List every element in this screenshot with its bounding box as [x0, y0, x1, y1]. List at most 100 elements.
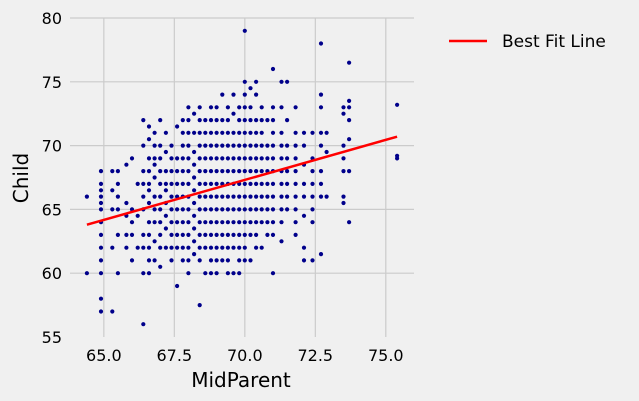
data-point — [293, 232, 298, 237]
data-point — [192, 252, 197, 257]
data-point — [110, 169, 115, 174]
data-point — [146, 137, 152, 142]
data-point — [225, 130, 230, 135]
data-point — [270, 143, 276, 148]
data-point — [146, 271, 152, 276]
plot-area — [70, 18, 414, 337]
data-point — [186, 220, 191, 225]
data-point — [301, 181, 307, 186]
data-point — [270, 130, 276, 135]
data-point — [186, 245, 191, 250]
data-point — [220, 118, 225, 123]
data-point — [242, 28, 247, 33]
data-point — [158, 245, 163, 250]
data-point — [242, 258, 247, 263]
data-point — [231, 245, 236, 250]
data-point — [293, 105, 298, 110]
data-point — [152, 162, 157, 167]
data-point — [242, 245, 247, 250]
data-point — [265, 156, 270, 161]
data-point — [203, 169, 208, 174]
y-tick-label: 80 — [42, 9, 62, 28]
legend: Best Fit Line — [449, 32, 606, 52]
data-point — [175, 283, 180, 289]
data-point — [318, 92, 324, 97]
data-point — [98, 309, 104, 314]
data-point — [231, 92, 236, 97]
data-point — [293, 156, 298, 161]
data-point — [310, 258, 315, 263]
data-point — [197, 169, 202, 174]
data-point — [318, 194, 324, 199]
data-point — [175, 207, 180, 212]
data-point — [285, 79, 290, 84]
data-point — [318, 169, 324, 174]
data-point — [163, 181, 168, 186]
data-point — [248, 258, 253, 263]
data-point — [163, 130, 168, 135]
data-point — [254, 92, 259, 97]
data-point — [152, 130, 157, 135]
data-point — [146, 169, 152, 174]
data-point — [163, 149, 168, 155]
data-point — [225, 169, 230, 174]
data-point — [98, 271, 104, 276]
data-point — [220, 194, 225, 199]
data-point — [237, 220, 242, 225]
data-point — [208, 156, 214, 161]
data-point — [197, 303, 202, 308]
data-point — [225, 207, 230, 212]
data-point — [124, 162, 129, 167]
y-tick-label: 70 — [42, 137, 62, 156]
data-point — [186, 105, 191, 110]
data-point — [248, 207, 253, 212]
data-point — [242, 130, 247, 135]
data-point — [180, 258, 185, 263]
data-point — [110, 207, 115, 212]
y-tick-labels: 55 60 65 70 75 80 — [42, 9, 62, 347]
data-point — [310, 194, 315, 199]
data-point — [259, 118, 264, 123]
data-point — [310, 181, 315, 186]
x-tick-labels: 65.0 67.5 70.0 72.5 75.0 — [86, 346, 404, 365]
data-point — [214, 271, 219, 276]
data-point — [115, 169, 120, 174]
data-point — [214, 130, 219, 135]
data-point — [141, 271, 146, 276]
data-point — [186, 169, 191, 174]
data-point — [285, 194, 290, 199]
x-axis-label: MidParent — [191, 368, 291, 392]
data-point — [310, 207, 315, 212]
data-point — [279, 143, 284, 148]
data-point — [225, 220, 230, 225]
data-point — [115, 232, 120, 237]
data-point — [129, 258, 135, 263]
data-point — [186, 207, 191, 212]
data-point — [254, 118, 259, 123]
data-point — [115, 194, 120, 199]
data-point — [141, 143, 146, 148]
data-point — [270, 118, 276, 123]
data-point — [324, 194, 329, 199]
data-point — [141, 322, 146, 327]
data-point — [84, 194, 89, 199]
data-point — [175, 232, 180, 237]
data-point — [310, 169, 315, 174]
data-point — [248, 130, 253, 135]
data-point — [341, 156, 346, 161]
data-point — [301, 213, 307, 218]
data-point — [163, 226, 168, 231]
x-tick-label: 75.0 — [368, 346, 404, 365]
data-point — [214, 156, 219, 161]
x-tick-label: 67.5 — [157, 346, 193, 365]
data-point — [225, 105, 230, 110]
data-point — [146, 124, 152, 129]
data-point — [135, 181, 140, 186]
data-point — [124, 232, 129, 237]
data-point — [175, 245, 180, 250]
data-point — [279, 194, 284, 199]
data-point — [248, 169, 253, 174]
data-point — [163, 213, 168, 218]
data-point — [129, 232, 135, 237]
data-point — [347, 137, 352, 142]
